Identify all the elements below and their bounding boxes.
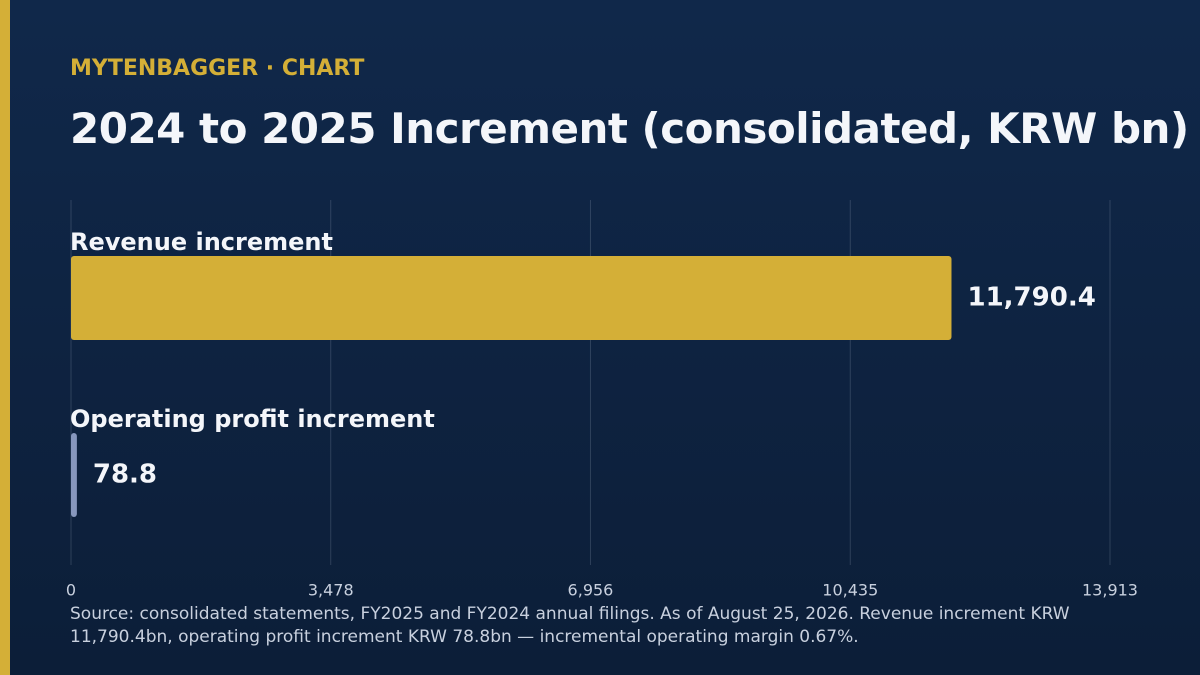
accent-stripe — [0, 0, 10, 675]
x-tick-label: 10,435 — [822, 581, 878, 600]
source-note: Source: consolidated statements, FY2025 … — [70, 604, 1070, 647]
value-label: 11,790.4 — [967, 283, 1095, 313]
category-label: Revenue increment — [70, 228, 333, 256]
value-label: 78.8 — [93, 460, 157, 490]
category-label: Operating profit increment — [70, 405, 435, 433]
bar — [71, 256, 952, 340]
x-tick-label: 13,913 — [1082, 581, 1138, 600]
x-tick-label: 0 — [66, 581, 76, 600]
x-tick-label: 3,478 — [308, 581, 354, 600]
bar — [71, 433, 77, 517]
kicker: MYTENBAGGER · CHART — [70, 56, 365, 81]
chart-title: 2024 to 2025 Increment (consolidated, KR… — [70, 104, 1189, 153]
x-tick-label: 6,956 — [568, 581, 614, 600]
